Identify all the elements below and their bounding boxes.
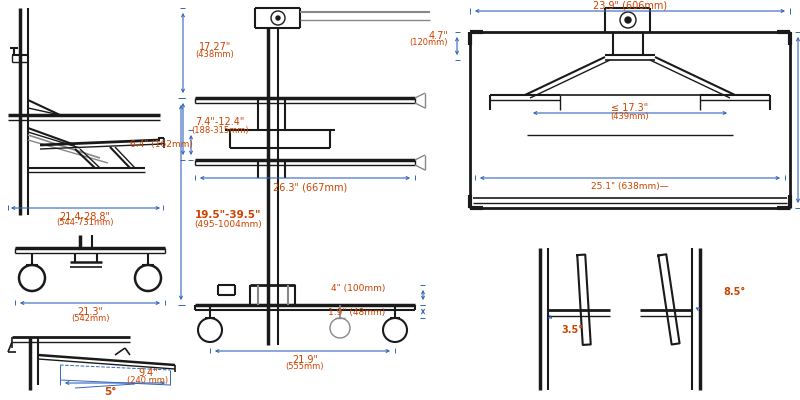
Text: 5°: 5°	[104, 387, 116, 397]
Text: (438mm): (438mm)	[196, 50, 234, 58]
Text: 21.4-28.8": 21.4-28.8"	[59, 212, 110, 222]
Text: 17.27": 17.27"	[199, 42, 231, 52]
Text: (439mm): (439mm)	[610, 112, 650, 120]
Text: 4" (100mm): 4" (100mm)	[330, 284, 385, 292]
Text: (188-315mm): (188-315mm)	[191, 126, 249, 134]
Text: 23.9" (606mm): 23.9" (606mm)	[593, 1, 667, 11]
Text: 21.9": 21.9"	[292, 355, 318, 365]
Text: 21.3": 21.3"	[77, 307, 103, 317]
Text: 6.4" (162mm): 6.4" (162mm)	[130, 140, 193, 150]
Text: ≤ 17.3": ≤ 17.3"	[611, 103, 649, 113]
Text: 8.5°: 8.5°	[724, 287, 746, 297]
Text: (544-731mm): (544-731mm)	[56, 218, 114, 228]
Text: 25.1" (638mm)—: 25.1" (638mm)—	[591, 182, 669, 190]
Circle shape	[276, 16, 280, 20]
Text: 26.3" (667mm): 26.3" (667mm)	[273, 182, 347, 192]
Text: 9.4": 9.4"	[138, 368, 158, 378]
Text: (495-1004mm): (495-1004mm)	[194, 220, 262, 228]
Text: (240 mm): (240 mm)	[127, 376, 169, 384]
Text: (120mm): (120mm)	[410, 38, 448, 48]
Text: (555mm): (555mm)	[286, 362, 324, 372]
Text: 7.4"-12.4": 7.4"-12.4"	[195, 117, 245, 127]
Text: 3.5°: 3.5°	[561, 325, 583, 335]
Text: 1.9" (48mm): 1.9" (48mm)	[328, 308, 385, 316]
Text: 19.5"-39.5": 19.5"-39.5"	[194, 210, 262, 220]
Circle shape	[625, 17, 631, 23]
Text: (542mm): (542mm)	[70, 314, 110, 324]
Text: 4.7": 4.7"	[428, 31, 448, 41]
